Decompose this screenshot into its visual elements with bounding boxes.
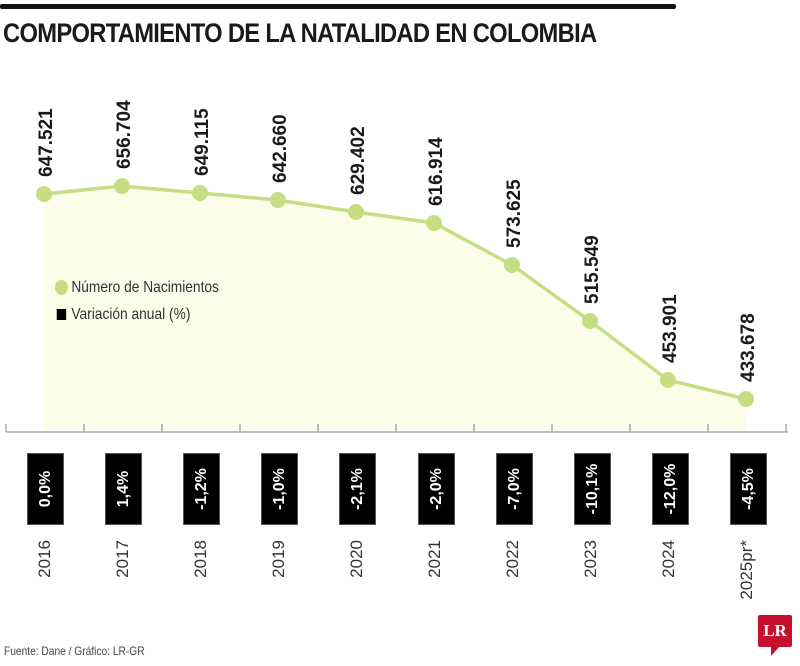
change-badge: -12,0% bbox=[652, 453, 689, 525]
area-fill bbox=[44, 186, 746, 430]
square-icon bbox=[56, 309, 67, 320]
svg-text:642.660: 642.660 bbox=[270, 114, 291, 183]
year-label: 2022 bbox=[503, 540, 522, 578]
change-badge: -1,2% bbox=[183, 453, 220, 525]
year-label: 2019 bbox=[269, 540, 288, 578]
top-rule bbox=[0, 4, 676, 9]
svg-text:433.678: 433.678 bbox=[738, 313, 759, 382]
svg-text:656.704: 656.704 bbox=[114, 100, 135, 169]
change-badge: -10,1% bbox=[574, 453, 611, 525]
circle-icon bbox=[55, 280, 68, 295]
year-label: 2017 bbox=[113, 540, 132, 578]
svg-text:649.115: 649.115 bbox=[192, 108, 213, 176]
legend-item-births: Número de Nacimientos bbox=[55, 274, 219, 301]
svg-text:573.625: 573.625 bbox=[504, 179, 525, 248]
value-labels: 647.521 656.704 649.115 642.660 629.402 … bbox=[36, 100, 759, 382]
data-points bbox=[36, 178, 754, 407]
change-badge: 0,0% bbox=[27, 453, 64, 525]
svg-text:515.549: 515.549 bbox=[582, 235, 603, 304]
year-label: 2023 bbox=[581, 540, 600, 578]
x-axis bbox=[5, 424, 788, 433]
lr-logo: LR bbox=[758, 615, 792, 656]
svg-text:629.402: 629.402 bbox=[348, 126, 369, 195]
svg-text:647.521: 647.521 bbox=[36, 108, 57, 177]
legend: Número de Nacimientos Variación anual (%… bbox=[55, 274, 246, 328]
year-label: 2016 bbox=[35, 540, 54, 578]
chart-title: COMPORTAMIENTO DE LA NATALIDAD EN COLOMB… bbox=[3, 18, 597, 48]
source-note: Fuente: Dane / Gráfico: LR-GR bbox=[4, 644, 145, 658]
change-badge: 1,4% bbox=[105, 453, 142, 525]
change-badge: -7,0% bbox=[496, 453, 533, 525]
legend-item-variation: Variación anual (%) bbox=[55, 301, 219, 328]
change-badge: -1,0% bbox=[261, 453, 298, 525]
births-line bbox=[43, 184, 747, 401]
year-label: 2018 bbox=[191, 540, 210, 578]
change-badge: -2,0% bbox=[418, 453, 455, 525]
change-badge: -4,5% bbox=[730, 453, 767, 525]
svg-text:453.901: 453.901 bbox=[660, 294, 681, 363]
year-label: 2021 bbox=[425, 540, 444, 578]
svg-text:616.914: 616.914 bbox=[426, 137, 447, 206]
year-label: 2024 bbox=[659, 540, 678, 578]
change-badge: -2,1% bbox=[339, 453, 376, 525]
year-label: 2020 bbox=[347, 540, 366, 578]
